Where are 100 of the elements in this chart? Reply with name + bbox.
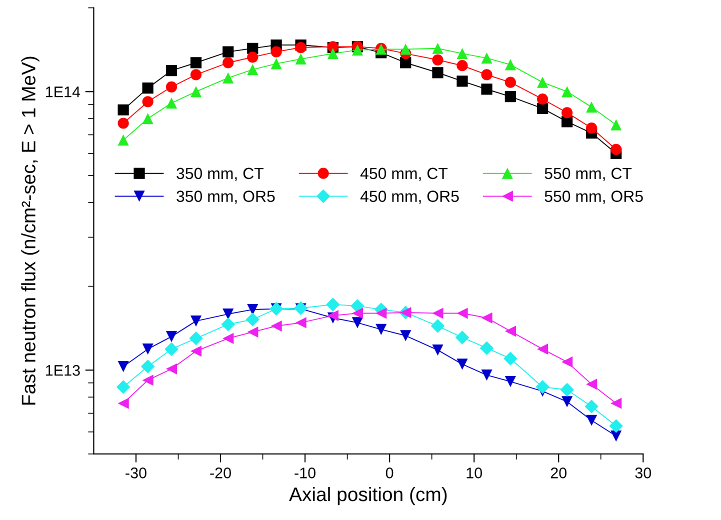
point — [246, 312, 260, 326]
y-axis-title: Fast neutron flux (n/cm²-sec, E > 1 MeV) — [21, 56, 40, 405]
point — [456, 48, 468, 60]
point — [536, 102, 548, 114]
point — [118, 360, 129, 372]
point — [352, 308, 363, 319]
point — [400, 57, 412, 68]
x-tick-label: 30 — [635, 468, 652, 478]
point — [376, 324, 387, 335]
point — [432, 54, 444, 66]
point — [270, 58, 282, 70]
point — [536, 94, 548, 105]
point — [221, 317, 235, 332]
point — [504, 326, 516, 337]
point — [504, 376, 516, 388]
point — [190, 86, 202, 98]
point — [295, 42, 306, 54]
point — [536, 76, 548, 88]
point — [190, 69, 202, 80]
point — [481, 312, 492, 324]
y-tick-label: 1E14 — [46, 86, 80, 98]
point — [432, 42, 444, 54]
legend-label: 450 mm, CT — [360, 168, 448, 181]
point — [142, 374, 154, 386]
point — [326, 298, 340, 312]
point — [166, 363, 178, 374]
point — [247, 326, 258, 338]
point — [586, 122, 598, 134]
legend-label: 350 mm, CT — [176, 168, 264, 181]
point — [142, 113, 154, 124]
legend-label: 450 mm, OR5 — [360, 190, 459, 204]
point — [481, 370, 492, 381]
point — [536, 344, 548, 355]
point — [430, 319, 445, 333]
x-tick-label: 20 — [550, 468, 567, 478]
point — [352, 317, 363, 328]
point — [456, 76, 468, 87]
point — [166, 65, 178, 76]
x-tick-label: -10 — [294, 468, 316, 478]
point — [327, 48, 338, 60]
point — [247, 64, 258, 76]
point — [586, 378, 598, 390]
point — [456, 358, 468, 370]
x-tick-label: -30 — [126, 468, 146, 478]
point — [222, 332, 234, 344]
x-tick-label: 0 — [386, 468, 394, 478]
point — [584, 400, 598, 414]
point — [610, 119, 622, 130]
point — [432, 344, 444, 356]
point — [222, 46, 234, 58]
point — [166, 81, 178, 92]
point — [118, 134, 129, 146]
point — [247, 52, 258, 63]
point — [118, 104, 129, 116]
legend-label: 550 mm, CT — [544, 168, 632, 181]
point — [562, 356, 573, 368]
point — [400, 330, 412, 342]
point — [295, 53, 306, 65]
point — [562, 396, 573, 408]
point — [562, 86, 573, 98]
point — [560, 382, 574, 397]
point — [142, 344, 154, 355]
point — [562, 107, 573, 118]
point — [609, 419, 623, 433]
x-axis-title: Axial position (cm) — [289, 486, 447, 506]
point — [481, 84, 492, 95]
point — [586, 102, 598, 113]
point — [376, 308, 387, 319]
point — [142, 96, 154, 108]
point — [222, 57, 234, 68]
point — [536, 380, 550, 394]
point — [166, 97, 178, 109]
point — [481, 69, 492, 80]
point — [610, 144, 622, 156]
point — [222, 72, 234, 84]
x-tick-label: -20 — [210, 468, 231, 478]
legend-label: 550 mm, OR5 — [544, 190, 643, 204]
point — [164, 342, 178, 356]
point — [504, 352, 518, 366]
point — [504, 91, 516, 102]
point — [481, 52, 492, 64]
point — [118, 118, 129, 129]
point — [270, 320, 282, 332]
point — [270, 46, 282, 58]
point — [456, 60, 468, 72]
x-tick-label: 10 — [466, 468, 482, 478]
legend-label: 350 mm, OR5 — [176, 190, 275, 204]
point — [166, 330, 178, 342]
point — [400, 44, 412, 55]
point — [140, 360, 155, 374]
point — [586, 414, 598, 426]
point — [480, 341, 494, 355]
point — [116, 380, 130, 394]
y-tick-label: 1E13 — [46, 364, 80, 376]
point — [190, 346, 202, 357]
point — [222, 308, 234, 320]
point — [610, 398, 622, 409]
point — [504, 59, 516, 70]
point — [456, 308, 468, 319]
point — [189, 332, 203, 346]
